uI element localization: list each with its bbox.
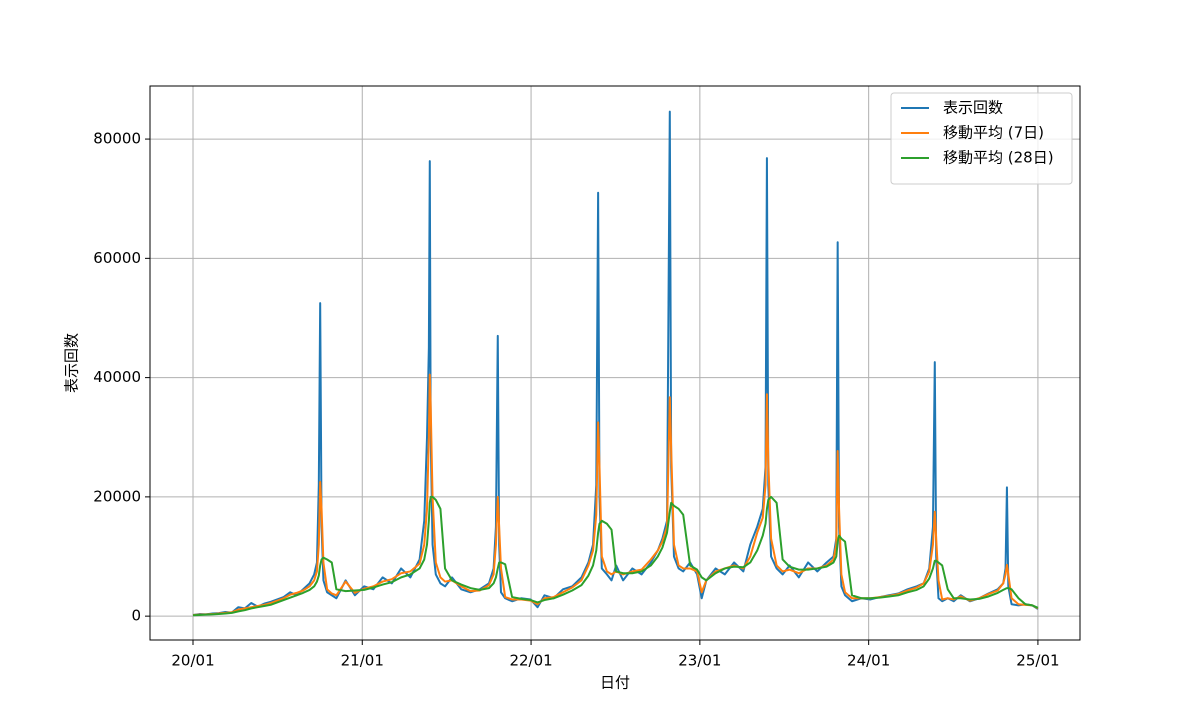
x-tick-label: 22/01 (509, 652, 552, 670)
y-tick-label: 80000 (93, 130, 141, 148)
data-line (192, 110, 1039, 616)
legend-box (890, 92, 1073, 185)
x-tick-label: 20/01 (171, 652, 214, 670)
data-line (192, 373, 1039, 616)
legend-label: 移動平均 (7日) (943, 124, 1044, 142)
axes-frame (149, 85, 1081, 641)
y-tick-label: 0 (131, 607, 141, 625)
y-tick-label: 60000 (93, 249, 141, 267)
data-line (192, 495, 1039, 617)
x-tick-label: 24/01 (847, 652, 890, 670)
y-axis-label: 表示回数 (63, 333, 81, 393)
y-tick-label: 20000 (93, 487, 141, 505)
plot-area (192, 110, 1039, 617)
legend-label: 表示回数 (943, 99, 1003, 117)
x-tick-label: 25/01 (1016, 652, 1059, 670)
y-tick-label: 40000 (93, 368, 141, 386)
x-tick-label: 23/01 (678, 652, 721, 670)
legend-label: 移動平均 (28日) (943, 149, 1054, 167)
x-tick-label: 21/01 (341, 652, 384, 670)
x-axis-label: 日付 (600, 674, 630, 692)
